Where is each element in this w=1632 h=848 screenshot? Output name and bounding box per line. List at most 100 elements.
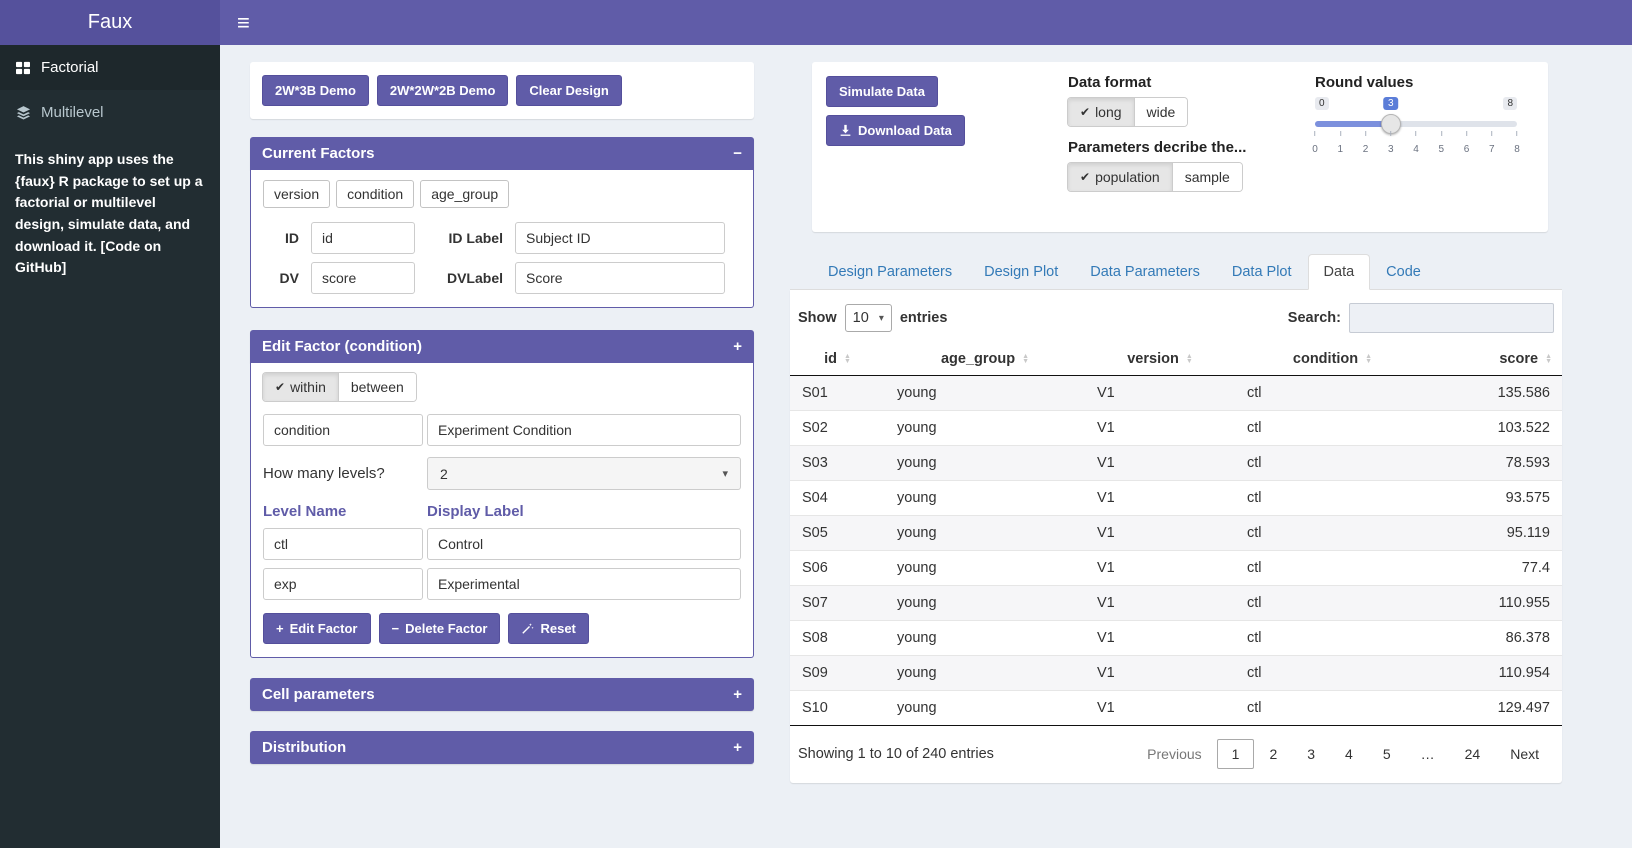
levels-select[interactable]: 2 ▾	[427, 457, 741, 490]
panel-cell-parameters[interactable]: Cell parameters +	[250, 678, 754, 711]
edit-factor-button[interactable]: + Edit Factor	[263, 613, 371, 644]
show-label: Show	[798, 310, 837, 326]
column-header-age-group[interactable]: age_group	[885, 343, 1085, 376]
edit-factor-header: Edit Factor (condition) +	[250, 330, 754, 363]
sort-icon	[844, 354, 851, 364]
download-data-button[interactable]: Download Data	[826, 115, 965, 146]
tab-data-parameters[interactable]: Data Parameters	[1090, 264, 1200, 280]
level-1-label-input[interactable]	[427, 528, 741, 560]
factor-tag-version[interactable]: version	[263, 180, 331, 208]
population-option[interactable]: ✔ population	[1068, 163, 1172, 191]
factor-tag-age-group[interactable]: age_group	[420, 180, 510, 208]
tab-design-parameters[interactable]: Design Parameters	[828, 264, 953, 280]
data-table-card: Show 10 ▾ entries Search: id	[790, 290, 1562, 783]
level-name-header: Level Name	[263, 503, 347, 520]
page-button-3[interactable]: 3	[1307, 746, 1316, 762]
tab-data[interactable]: Data	[1307, 254, 1371, 290]
reset-button[interactable]: Reset	[508, 613, 589, 644]
search-label: Search:	[1287, 310, 1341, 326]
collapse-plus-icon[interactable]: +	[733, 686, 742, 703]
demo-buttons-box: 2W*3B Demo 2W*2W*2B Demo Clear Design	[250, 62, 754, 119]
factor-display-input[interactable]	[427, 414, 741, 446]
previous-page-button[interactable]: Previous	[1147, 746, 1202, 762]
id-label: ID	[285, 230, 299, 246]
panel-distribution[interactable]: Distribution +	[250, 731, 754, 764]
simulate-box: Simulate Data Download Data Data format …	[812, 62, 1548, 232]
page-length-select[interactable]: 10 ▾	[844, 304, 892, 332]
level-1-name-input[interactable]	[263, 528, 423, 560]
within-label: within	[290, 379, 326, 395]
clear-design-button[interactable]: Clear Design	[516, 75, 622, 106]
search-input[interactable]	[1349, 303, 1554, 333]
slider-value-badge: 3	[1382, 97, 1399, 110]
download-data-label: Download Data	[858, 123, 952, 138]
data-table: id age_group version condition score S01…	[790, 343, 1562, 726]
dv-display-input[interactable]	[515, 262, 725, 294]
next-page-button[interactable]: Next	[1510, 746, 1539, 762]
simulate-data-button[interactable]: Simulate Data	[826, 76, 938, 107]
demo-2w2w2b-button[interactable]: 2W*2W*2B Demo	[376, 75, 509, 106]
app-logo[interactable]: Faux	[0, 0, 220, 45]
slider-min-label: 0	[1315, 97, 1329, 110]
collapse-plus-icon[interactable]: +	[733, 338, 742, 355]
column-header-version[interactable]: version	[1085, 343, 1235, 376]
level-2-label-input[interactable]	[427, 568, 741, 600]
levels-row: How many levels? 2 ▾	[263, 457, 741, 490]
tab-design-plot[interactable]: Design Plot	[984, 264, 1059, 280]
page-button-2[interactable]: 2	[1269, 746, 1278, 762]
slider-tick: 5	[1438, 131, 1444, 155]
sort-icon	[1022, 354, 1029, 364]
collapse-plus-icon[interactable]: +	[733, 739, 742, 756]
page-button-4[interactable]: 4	[1345, 746, 1353, 762]
factor-name-row	[263, 414, 741, 446]
page-button-24[interactable]: 24	[1464, 746, 1481, 762]
sidebar-description-text: This shiny app uses the {faux} R package…	[15, 151, 203, 254]
level-2-name-input[interactable]	[263, 568, 423, 600]
between-option[interactable]: between	[337, 373, 416, 401]
sidebar-toggle-icon[interactable]: ≡	[237, 10, 250, 35]
slider-tick: 4	[1413, 131, 1419, 155]
slider-track[interactable]	[1315, 121, 1517, 127]
column-header-score[interactable]: score	[1430, 343, 1562, 376]
sample-option[interactable]: sample	[1171, 163, 1242, 191]
page-length-value: 10	[852, 310, 869, 326]
pagination: Previous 1 2 3 4 5 … 24 Next	[1132, 739, 1554, 769]
page-button-1[interactable]: 1	[1216, 739, 1255, 769]
factor-tag-condition[interactable]: condition	[336, 180, 415, 208]
plus-icon: +	[276, 621, 284, 636]
column-header-condition[interactable]: condition	[1235, 343, 1430, 376]
collapse-minus-icon[interactable]: −	[733, 145, 742, 162]
table-row: S03 young V1 ctl 78.593	[790, 445, 1562, 481]
slider-max-label: 8	[1503, 97, 1517, 110]
dv-input[interactable]	[311, 262, 415, 294]
display-label-header: Display Label	[427, 503, 524, 520]
format-controls: Data format ✔ long wide Parameters decri…	[1068, 74, 1303, 204]
check-icon: ✔	[1080, 170, 1091, 184]
slider-tick: 0	[1312, 131, 1318, 155]
column-header-id[interactable]: id	[790, 343, 885, 376]
factor-tags: version condition age_group	[263, 180, 741, 208]
app-title: Faux	[87, 11, 133, 33]
long-option[interactable]: ✔ long	[1068, 98, 1134, 126]
table-row: S02 young V1 ctl 103.522	[790, 410, 1562, 446]
table-row: S08 young V1 ctl 86.378	[790, 620, 1562, 656]
slider-tick: 3	[1388, 131, 1394, 155]
delete-factor-button[interactable]: − Delete Factor	[378, 613, 501, 644]
edit-factor-buttons: + Edit Factor − Delete Factor Reset	[263, 613, 741, 644]
panel-edit-factor: Edit Factor (condition) + ✔ within betwe…	[250, 330, 754, 658]
within-option[interactable]: ✔ within	[263, 373, 338, 401]
id-display-input[interactable]	[515, 222, 725, 254]
sidebar-item-multilevel[interactable]: Multilevel	[0, 90, 220, 135]
tab-code[interactable]: Code	[1386, 264, 1421, 280]
entries-label: entries	[899, 310, 948, 326]
github-link[interactable]: [Code on GitHub]	[15, 237, 162, 276]
id-input[interactable]	[311, 222, 415, 254]
slider-tick: 2	[1363, 131, 1369, 155]
sidebar-item-factorial[interactable]: Factorial	[0, 45, 220, 90]
factor-name-input[interactable]	[263, 414, 423, 446]
design-column: 2W*3B Demo 2W*2W*2B Demo Clear Design Cu…	[250, 62, 754, 764]
wide-option[interactable]: wide	[1133, 98, 1188, 126]
demo-2w3b-button[interactable]: 2W*3B Demo	[262, 75, 369, 106]
page-button-5[interactable]: 5	[1382, 746, 1391, 762]
tab-data-plot[interactable]: Data Plot	[1231, 264, 1292, 280]
